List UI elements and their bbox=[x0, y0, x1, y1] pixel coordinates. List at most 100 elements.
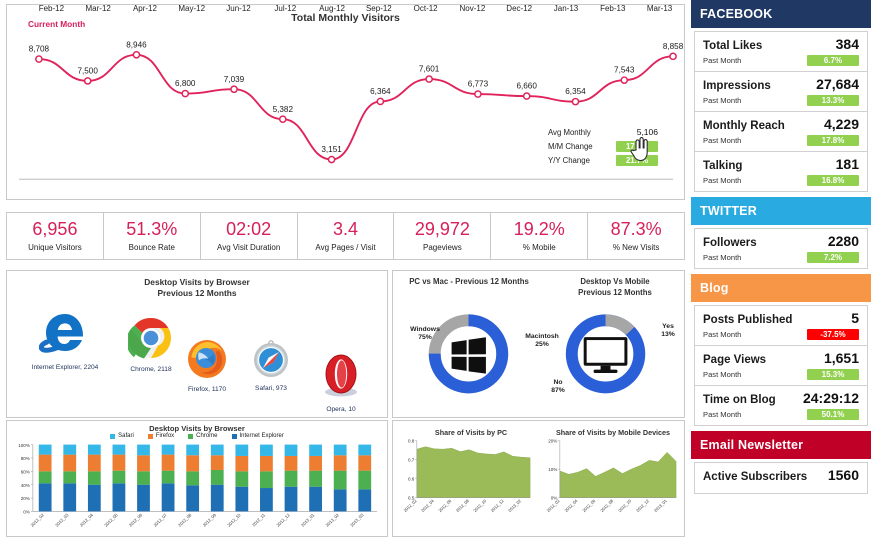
metric-top-row: Total Likes 384 bbox=[703, 36, 859, 52]
svg-text:6,773: 6,773 bbox=[468, 80, 489, 89]
kpi-value: 02:02 bbox=[226, 219, 272, 240]
svg-text:7,039: 7,039 bbox=[224, 75, 245, 84]
metric-bottom-row: Past Month -37.5% bbox=[703, 329, 859, 340]
month-label-0: Feb-12 bbox=[38, 4, 65, 13]
browsers-title-line2: Previous 12 Months bbox=[157, 288, 237, 299]
kpi-card-2: 02:02 Avg Visit Duration bbox=[201, 213, 298, 259]
svg-text:3,151: 3,151 bbox=[321, 145, 342, 154]
svg-text:0.5: 0.5 bbox=[408, 496, 415, 501]
month-label-8: Oct-12 bbox=[413, 4, 438, 13]
svg-text:2012_08: 2012_08 bbox=[177, 512, 193, 528]
metric-top-row: Impressions 27,684 bbox=[703, 76, 859, 92]
donut-right-title-line2: Previous 12 Months bbox=[578, 287, 652, 297]
summary-badge-yy-change: 21.7% bbox=[616, 154, 658, 166]
metric-card-page-views[interactable]: Page Views 1,651 Past Month 15.3% bbox=[694, 346, 868, 386]
svg-text:2013_02: 2013_02 bbox=[325, 512, 341, 528]
desktop-visits-by-browser-bubble-chart: Desktop Visits by Browser Previous 12 Mo… bbox=[6, 270, 388, 418]
metric-bottom-row bbox=[703, 486, 859, 488]
donut-label-no-pct: 87% bbox=[551, 387, 565, 395]
month-label-10: Dec-12 bbox=[506, 4, 533, 13]
svg-text:0.6: 0.6 bbox=[408, 477, 415, 482]
line-chart-svg: 8,708 7,500 8,946 6,800 7,039 5,382 3,151 6,364… bbox=[18, 40, 684, 180]
sidebar-section-header-blog[interactable]: Blog bbox=[691, 274, 871, 302]
legend-label: Internet Explorer bbox=[239, 433, 284, 439]
kpi-card-1: 51.3% Bounce Rate bbox=[104, 213, 201, 259]
donut-label-windows-pct: 75% bbox=[418, 334, 432, 342]
metric-card-posts-published[interactable]: Posts Published 5 Past Month -37.5% bbox=[694, 305, 868, 346]
svg-text:8,946: 8,946 bbox=[126, 40, 147, 49]
metric-subtitle: Past Month bbox=[703, 176, 742, 185]
metric-name: Impressions bbox=[703, 80, 771, 92]
sidebar-section-header-email-newsletter[interactable]: Email Newsletter bbox=[691, 431, 871, 459]
metric-bottom-row: Past Month 50.1% bbox=[703, 409, 859, 420]
svg-text:8,708: 8,708 bbox=[29, 45, 50, 54]
kpi-label: Bounce Rate bbox=[128, 242, 175, 252]
svg-text:2012_05: 2012_05 bbox=[103, 512, 119, 528]
metric-name: Total Likes bbox=[703, 40, 763, 52]
kpi-value: 6,956 bbox=[32, 219, 78, 240]
metric-card-impressions[interactable]: Impressions 27,684 Past Month 13.3% bbox=[694, 72, 868, 112]
metric-value: 2280 bbox=[827, 233, 859, 249]
sidebar-section-header-twitter[interactable]: TWITTER bbox=[691, 197, 871, 225]
svg-text:2012_08: 2012_08 bbox=[455, 498, 470, 513]
firefox-icon bbox=[188, 340, 226, 378]
svg-text:60%: 60% bbox=[21, 470, 30, 475]
total-monthly-visitors-chart: Total Monthly Visitors 8,708 7,500 8,946 6,… bbox=[6, 4, 685, 200]
month-label-1: Mar-12 bbox=[85, 4, 111, 13]
metric-name: Talking bbox=[703, 160, 743, 172]
kpi-label: Avg Pages / Visit bbox=[315, 242, 376, 252]
summary-label-yy-change: Y/Y Change bbox=[548, 155, 590, 165]
legend-label: Firefox bbox=[155, 433, 175, 439]
kpi-card-4: 29,972 Pageviews bbox=[394, 213, 492, 259]
donut-label-no: No 87% bbox=[543, 379, 573, 396]
summary-label-avg-monthly: Avg Monthly bbox=[548, 127, 591, 137]
metric-bottom-row: Past Month 15.3% bbox=[703, 369, 859, 380]
metric-subtitle: Past Month bbox=[703, 253, 742, 262]
svg-text:0.7: 0.7 bbox=[408, 458, 415, 463]
svg-text:2012_03: 2012_03 bbox=[54, 512, 70, 528]
svg-text:2012_04: 2012_04 bbox=[79, 512, 95, 528]
svg-text:2012_10: 2012_10 bbox=[472, 498, 487, 513]
metric-name: Posts Published bbox=[703, 314, 793, 326]
summary-value-avg-monthly: 5,106 bbox=[636, 127, 658, 137]
svg-text:7,601: 7,601 bbox=[419, 65, 440, 74]
metric-change-badge: 16.8% bbox=[807, 175, 859, 186]
metric-change-badge: 50.1% bbox=[807, 409, 859, 420]
metric-subtitle: Past Month bbox=[703, 410, 742, 419]
kpi-value: 51.3% bbox=[126, 219, 178, 240]
metric-top-row: Followers 2280 bbox=[703, 233, 859, 249]
sidebar-section-header-facebook[interactable]: FACEBOOK bbox=[691, 0, 871, 28]
metric-change-badge: 7.2% bbox=[807, 252, 859, 263]
svg-text:0%: 0% bbox=[23, 510, 30, 515]
browser-item-safari: Safari, 973 bbox=[223, 339, 319, 392]
svg-text:2012_12: 2012_12 bbox=[490, 498, 505, 513]
svg-text:2012_02: 2012_02 bbox=[30, 512, 46, 528]
svg-text:2012_06: 2012_06 bbox=[437, 498, 452, 513]
metric-card-total-likes[interactable]: Total Likes 384 Past Month 6.7% bbox=[694, 31, 868, 72]
metric-card-followers[interactable]: Followers 2280 Past Month 7.2% bbox=[694, 228, 868, 269]
month-label-6: Aug-12 bbox=[319, 4, 345, 13]
metric-bottom-row: Past Month 7.2% bbox=[703, 252, 859, 263]
summary-row-yy-change: Y/Y Change 21.7% bbox=[548, 153, 658, 167]
kpi-value: 19.2% bbox=[513, 219, 565, 240]
donut-desktop-vs-mobile bbox=[565, 314, 646, 394]
svg-text:2012_10: 2012_10 bbox=[617, 498, 632, 513]
svg-text:0%: 0% bbox=[551, 496, 558, 501]
donut-left-title: PC vs Mac - Previous 12 Months bbox=[395, 277, 543, 288]
metric-card-talking[interactable]: Talking 181 Past Month 16.8% bbox=[694, 152, 868, 192]
kpi-label: Unique Visitors bbox=[28, 242, 82, 252]
metric-card-active-subscribers[interactable]: Active Subscribers 1560 bbox=[694, 462, 868, 494]
bars-chart-svg: 0% 20% 40% 60% 80% 100% 2012_02 2012_03 2012_04 2… bbox=[18, 443, 378, 528]
metric-top-row: Posts Published 5 bbox=[703, 310, 859, 326]
metric-value: 384 bbox=[835, 36, 859, 52]
legend-swatch bbox=[147, 433, 153, 439]
bars-legend-item-safari: Safari bbox=[110, 433, 134, 439]
summary-row-avg-monthly: Avg Monthly 5,106 bbox=[548, 125, 658, 139]
kpi-value: 29,972 bbox=[414, 219, 470, 240]
metric-name: Page Views bbox=[703, 354, 767, 366]
month-label-3: May-12 bbox=[178, 4, 206, 13]
metric-card-monthly-reach[interactable]: Monthly Reach 4,229 Past Month 17.8% bbox=[694, 112, 868, 152]
metric-name: Monthly Reach bbox=[703, 120, 785, 132]
svg-text:2012_10: 2012_10 bbox=[226, 512, 242, 528]
metric-card-time-on-blog[interactable]: Time on Blog 24:29:12 Past Month 50.1% bbox=[694, 386, 868, 426]
